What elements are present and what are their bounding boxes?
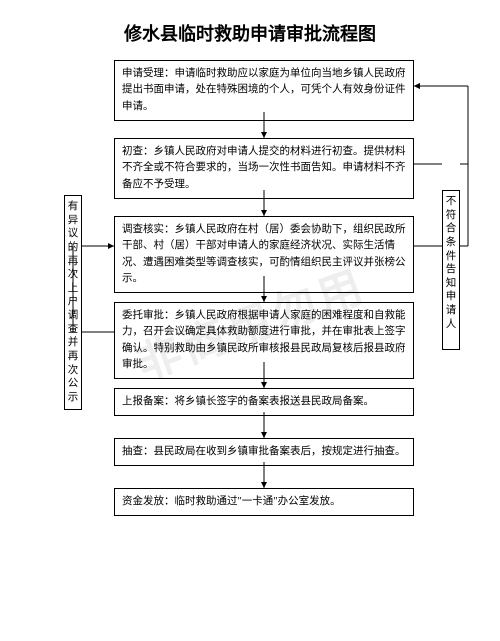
node-spotcheck: 抽查：县民政局在收到乡镇审批备案表后，按规定进行抽查。 [114,438,414,466]
label-objection-loop: 有异议的再次上户调查并再次公示 [64,195,82,410]
label-reject-notify: 不符合条件告知申请人 [442,190,460,350]
node-initial-review: 初查：乡镇人民政府对申请人提交的材料进行初查。提供材料不齐全或不符合要求的，当场… [114,138,414,199]
node-investigation: 调查核实：乡镇人民政府在村（居）委会协助下，组织民政所干部、村（居）干部对申请人… [114,216,414,293]
node-approval: 委托审批：乡镇人民政府根据申请人家庭的困难程度和自救能力，召开会议确定具体救助额… [114,302,414,379]
page: 修水县临时救助申请审批流程图 申请受理：申请临时救助应以家庭为单位向当地乡镇人民… [0,0,500,630]
flowchart: 申请受理：申请临时救助应以家庭为单位向当地乡镇人民政府提出书面申请，处在特殊困境… [22,60,478,620]
page-title: 修水县临时救助申请审批流程图 [22,20,478,46]
node-disburse: 资金发放：临时救助通过"一卡通"办公室发放。 [114,488,414,516]
node-application: 申请受理：申请临时救助应以家庭为单位向当地乡镇人民政府提出书面申请，处在特殊困境… [114,60,414,121]
node-filing: 上报备案：将乡镇长签字的备案表报送县民政局备案。 [114,388,414,416]
